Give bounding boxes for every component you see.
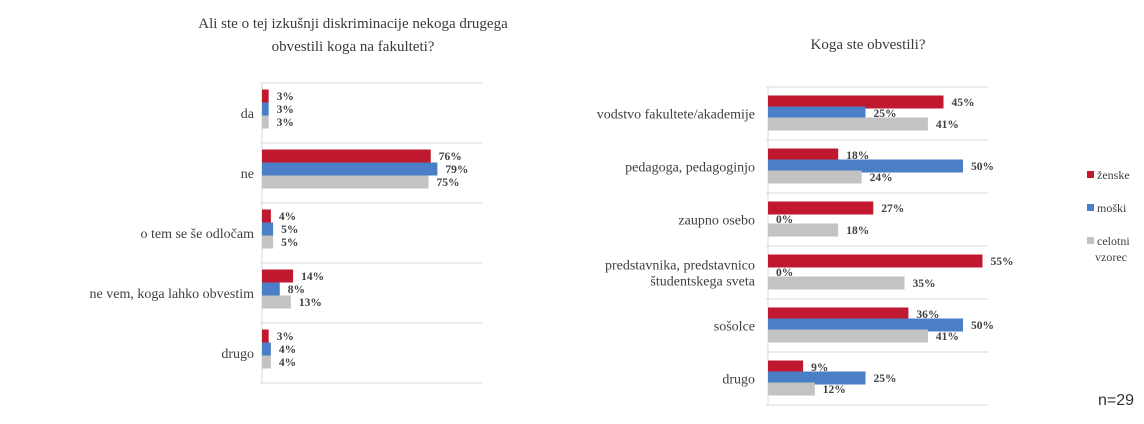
data-label: 76% [439, 151, 462, 163]
data-label: 3% [277, 331, 294, 343]
bar-moski [262, 102, 269, 116]
legend-label: ženske [1097, 168, 1130, 182]
data-label: 13% [299, 297, 322, 309]
data-label: 4% [279, 357, 296, 369]
bar-moski [262, 342, 271, 356]
data-label: 18% [846, 150, 869, 162]
bar-celotni [262, 295, 291, 309]
sample-size-note: n=29 [1097, 392, 1134, 409]
bar-zenske [768, 95, 944, 109]
bar-celotni [262, 115, 269, 129]
data-label: 4% [279, 344, 296, 356]
bar-moski [262, 222, 274, 236]
chart-1-title: Ali ste o tej izkušnji diskriminacije ne… [198, 16, 508, 32]
data-label: 8% [288, 284, 305, 296]
chart-2-title: Koga ste obvestili? [811, 37, 926, 53]
legend-label: moški [1097, 201, 1127, 215]
data-label: 5% [281, 237, 298, 249]
data-label: 36% [916, 309, 939, 321]
chart-1-title: obvestili koga na fakulteti? [272, 39, 435, 55]
legend-label: vzorec [1095, 250, 1127, 264]
data-label: 75% [437, 177, 460, 189]
legend-swatch-zenske [1087, 171, 1094, 178]
category-label: predstavnika, predstavnico [605, 259, 755, 274]
category-label: sošolce [714, 320, 755, 335]
bar-zenske [768, 307, 909, 321]
category-label: drugo [722, 373, 755, 388]
category-label: pedagoga, pedagoginjo [625, 161, 755, 176]
category-label: študentskega sveta [650, 275, 755, 290]
data-label: 41% [936, 331, 959, 343]
bar-celotni [262, 235, 274, 249]
data-label: 45% [952, 97, 975, 109]
data-label: 3% [277, 117, 294, 129]
data-label: 9% [811, 362, 828, 374]
bar-zenske [768, 201, 874, 215]
bar-celotni [262, 355, 271, 369]
data-label: 24% [870, 172, 893, 184]
bar-moski [768, 159, 963, 173]
bar-zenske [262, 149, 431, 163]
bar-moski [262, 162, 438, 176]
data-label: 35% [913, 278, 936, 290]
data-label: 50% [971, 320, 994, 332]
data-label: 0% [776, 214, 793, 226]
data-label: 3% [277, 91, 294, 103]
category-label: ne [241, 167, 254, 182]
bar-celotni [262, 175, 429, 189]
bar-celotni [768, 117, 928, 131]
data-label: 0% [776, 267, 793, 279]
data-label: 18% [846, 225, 869, 237]
data-label: 50% [971, 161, 994, 173]
category-label: da [241, 107, 255, 122]
category-label: zaupno osebo [678, 214, 755, 229]
legend-label: celotni [1097, 234, 1130, 248]
bar-moski [768, 371, 866, 385]
bar-moski [768, 318, 963, 332]
data-label: 4% [279, 211, 296, 223]
bar-celotni [768, 276, 905, 290]
bar-zenske [262, 209, 271, 223]
data-label: 55% [991, 256, 1014, 268]
bar-zenske [262, 329, 269, 343]
bar-zenske [262, 269, 294, 283]
bar-moski [262, 282, 280, 296]
category-label: drugo [221, 347, 254, 362]
data-label: 27% [881, 203, 904, 215]
bar-celotni [768, 223, 839, 237]
legend-swatch-moski [1087, 204, 1094, 211]
data-label: 41% [936, 119, 959, 131]
bar-celotni [768, 382, 815, 396]
category-label: vodstvo fakultete/akademije [597, 108, 755, 123]
bar-zenske [262, 89, 269, 103]
bar-zenske [768, 148, 839, 162]
legend-swatch-celotni [1087, 237, 1094, 244]
bar-zenske [768, 254, 983, 268]
data-label: 25% [874, 108, 897, 120]
data-label: 5% [281, 224, 298, 236]
data-label: 12% [823, 384, 846, 396]
bar-moski [768, 106, 866, 120]
category-label: o tem se še odločam [140, 227, 254, 242]
bar-celotni [768, 170, 862, 184]
data-label: 3% [277, 104, 294, 116]
data-label: 79% [445, 164, 468, 176]
data-label: 25% [874, 373, 897, 385]
bar-celotni [768, 329, 928, 343]
data-label: 14% [301, 271, 324, 283]
bar-zenske [768, 360, 804, 374]
category-label: ne vem, koga lahko obvestim [90, 287, 255, 302]
